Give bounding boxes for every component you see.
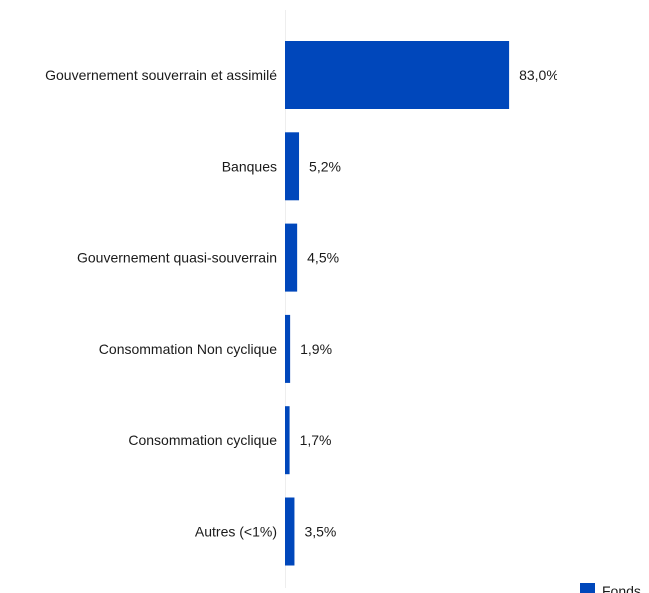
- category-label: Autres (<1%): [195, 524, 277, 540]
- value-label: 5,2%: [309, 158, 341, 174]
- bar: [285, 497, 295, 566]
- category-label: Banques: [222, 158, 277, 174]
- value-label: 1,7%: [300, 432, 332, 448]
- value-label: 3,5%: [304, 524, 336, 540]
- legend: Fonds: [580, 583, 641, 593]
- bar: [285, 41, 510, 109]
- category-label: Gouvernement quasi-souverrain: [77, 250, 277, 266]
- value-labels: 83,0% 5,2% 4,5% 1,9% 1,7% 3,5%: [300, 67, 559, 540]
- bar: [285, 223, 298, 292]
- value-label: 1,9%: [300, 341, 332, 357]
- category-labels: Gouvernement souverrain et assimilé Banqu…: [45, 67, 277, 540]
- bar: [285, 406, 290, 475]
- legend-swatch: [580, 583, 595, 593]
- category-label: Gouvernement souverrain et assimilé: [45, 67, 277, 83]
- bars: [285, 41, 510, 566]
- bar: [285, 314, 291, 383]
- bar: [285, 132, 300, 201]
- value-label: 83,0%: [519, 67, 559, 83]
- value-label: 4,5%: [307, 250, 339, 266]
- category-label: Consommation Non cyclique: [99, 341, 277, 357]
- legend-label-fonds: Fonds: [602, 583, 641, 593]
- category-label: Consommation cyclique: [128, 432, 277, 448]
